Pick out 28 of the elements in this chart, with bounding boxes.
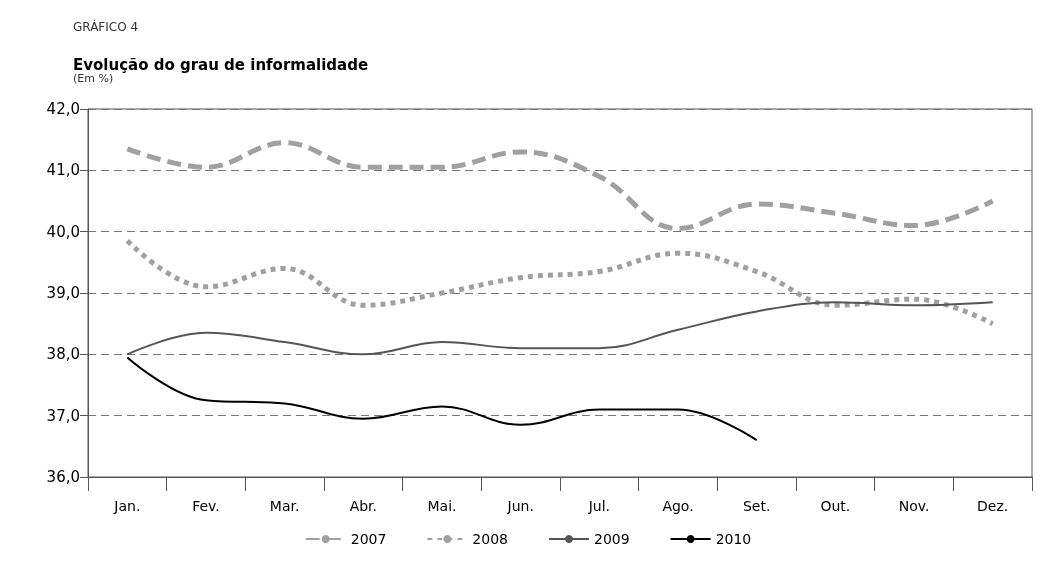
y-tick-label: 42,0 — [46, 100, 80, 118]
x-tick-label: Nov. — [898, 498, 930, 514]
x-tick-label: Out. — [820, 498, 851, 514]
y-tick-label: 38,0 — [46, 345, 80, 364]
x-tick-label: Set. — [742, 498, 771, 514]
y-tick-label: 39,0 — [46, 284, 80, 302]
y-tick-label: 40,0 — [46, 222, 80, 241]
x-tick-label: Jan. — [113, 498, 141, 514]
legend-label: 2009 — [594, 531, 630, 547]
x-tick-label: Fev. — [192, 498, 220, 514]
y-tick-label: 37,0 — [46, 406, 80, 425]
y-tick-label: 36,0 — [46, 468, 80, 486]
x-tick-label: Ago. — [662, 498, 694, 514]
x-tick-label: Dez. — [977, 498, 1009, 514]
legend-label: 2007 — [350, 531, 387, 547]
x-tick-label: Abr. — [349, 498, 378, 514]
line-series — [126, 356, 758, 442]
legend-label: 2008 — [472, 531, 509, 547]
legend-label: 2010 — [715, 531, 752, 547]
x-tick-label: Mar. — [269, 498, 300, 514]
x-tick-label: Mai. — [427, 498, 457, 514]
line-series — [126, 301, 994, 356]
chart-title: Evolução do grau de informalidade — [73, 55, 369, 74]
x-tick-label: Jul. — [587, 498, 611, 514]
x-tick-label: Jun. — [506, 498, 534, 514]
chart-subtitle: (Em %) — [73, 72, 114, 85]
y-tick-label: 41,0 — [46, 161, 80, 180]
text: GRÁFICO 4 — [73, 19, 139, 34]
